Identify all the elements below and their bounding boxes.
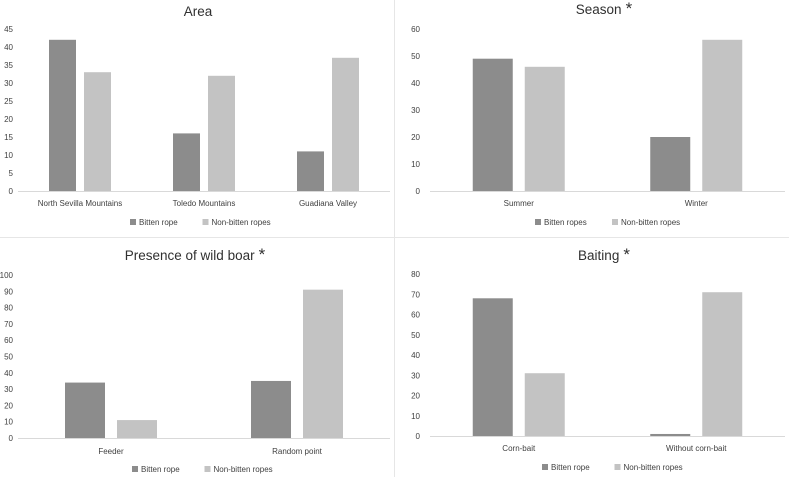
- legend-label-0: Bitten rope: [551, 463, 590, 472]
- y-tick-label: 40: [411, 79, 420, 88]
- legend-swatch-1: [204, 466, 211, 472]
- bar-bitten-without-corn-bait: [650, 433, 691, 436]
- y-tick-label: 10: [4, 151, 13, 160]
- legend-swatch-0: [130, 219, 136, 225]
- chart-title-text: Season: [576, 2, 622, 17]
- bar-non-bitten-feeder: [117, 420, 157, 438]
- category-label: Toledo Mountains: [173, 199, 236, 208]
- y-tick-label: 50: [411, 331, 420, 340]
- bar-bitten-winter: [650, 137, 691, 191]
- bar-non-bitten-toledo-mountains: [208, 75, 235, 191]
- legend-swatch-0: [132, 466, 138, 472]
- significance-star: *: [259, 245, 266, 264]
- chart-title: Baiting *: [578, 245, 630, 264]
- y-tick-label: 5: [9, 169, 14, 178]
- y-tick-label: 80: [411, 270, 420, 279]
- y-tick-label: 0: [416, 432, 421, 441]
- y-tick-label: 10: [411, 160, 420, 169]
- y-tick-label: 50: [411, 52, 420, 61]
- bar-non-bitten-north-sevilla-mountains: [84, 72, 111, 191]
- y-tick-label: 60: [411, 311, 420, 320]
- y-tick-label: 90: [4, 287, 13, 296]
- category-label: Guadiana Valley: [299, 199, 357, 208]
- significance-star: *: [623, 245, 630, 264]
- legend-swatch-1: [612, 219, 618, 225]
- bar-bitten-north-sevilla-mountains: [49, 39, 76, 191]
- legend-swatch-1: [614, 464, 621, 470]
- bar-bitten-random-point: [251, 380, 291, 438]
- y-tick-label: 30: [4, 79, 13, 88]
- category-label: Corn-bait: [502, 444, 536, 453]
- chart-title: Presence of wild boar *: [125, 245, 266, 264]
- y-tick-label: 10: [411, 412, 420, 421]
- y-tick-label: 45: [4, 25, 13, 34]
- legend-swatch-1: [202, 219, 209, 225]
- bar-bitten-toledo-mountains: [173, 133, 200, 191]
- legend-label-1: Non-bitten ropes: [621, 218, 680, 227]
- chart-title: Area: [184, 4, 213, 19]
- legend-label-0: Bitten ropes: [544, 218, 587, 227]
- chart-panel-2: Presence of wild boar * 0 10 20 30 40 50 60 70 80 9…: [0, 245, 390, 474]
- y-tick-label: 15: [4, 133, 13, 142]
- bar-bitten-corn-bait: [472, 298, 513, 436]
- legend-swatch-0: [542, 464, 548, 470]
- category-label: Random point: [272, 447, 323, 456]
- bar-non-bitten-winter: [702, 39, 743, 191]
- category-label: Without corn-bait: [666, 444, 727, 453]
- category-label: Winter: [685, 199, 708, 208]
- bar-bitten-feeder: [65, 382, 105, 438]
- bar-bitten-guadiana-valley: [297, 151, 324, 191]
- y-tick-label: 40: [4, 43, 13, 52]
- bar-non-bitten-random-point: [303, 289, 343, 438]
- legend-label-1: Non-bitten ropes: [214, 465, 273, 474]
- chart-title-text: Area: [184, 4, 213, 19]
- y-tick-label: 30: [411, 371, 420, 380]
- y-tick-label: 60: [4, 336, 13, 345]
- y-tick-label: 0: [9, 187, 14, 196]
- legend-label-1: Non-bitten ropes: [624, 463, 683, 472]
- y-tick-label: 20: [411, 133, 420, 142]
- y-tick-label: 25: [4, 97, 13, 106]
- bar-non-bitten-corn-bait: [524, 373, 565, 436]
- category-label: Summer: [504, 199, 535, 208]
- y-tick-label: 60: [411, 25, 420, 34]
- y-tick-label: 10: [4, 418, 13, 427]
- y-tick-label: 0: [9, 434, 14, 443]
- y-tick-label: 30: [4, 385, 13, 394]
- y-tick-label: 80: [4, 304, 13, 313]
- significance-star: *: [626, 0, 633, 18]
- bar-bitten-summer: [472, 58, 513, 192]
- y-tick-label: 20: [4, 401, 13, 410]
- legend-label-1: Non-bitten ropes: [212, 218, 271, 227]
- bar-non-bitten-summer: [524, 66, 565, 191]
- bar-non-bitten-without-corn-bait: [702, 292, 743, 436]
- legend-label-0: Bitten rope: [139, 218, 178, 227]
- category-label: North Sevilla Mountains: [38, 199, 122, 208]
- y-tick-label: 40: [411, 351, 420, 360]
- y-tick-label: 30: [411, 106, 420, 115]
- chart-title-text: Baiting: [578, 248, 619, 263]
- y-tick-label: 70: [4, 320, 13, 329]
- chart-panel-0: Area 0 5 10 15 20 25 30 35 40 45 North Sevilla Moun…: [4, 4, 390, 227]
- chart-panel-1: Season * 0 10 20 30 40 50 60 Summer Winter Bitten r…: [411, 0, 785, 227]
- y-tick-label: 35: [4, 61, 13, 70]
- category-label: Feeder: [98, 447, 124, 456]
- y-tick-label: 70: [411, 290, 420, 299]
- y-tick-label: 20: [4, 115, 13, 124]
- y-tick-label: 40: [4, 369, 13, 378]
- chart-panel-3: Baiting * 0 10 20 30 40 50 60 70 80 Corn-bait Withou…: [411, 245, 785, 472]
- legend-swatch-0: [535, 219, 541, 225]
- y-tick-label: 0: [416, 187, 421, 196]
- chart-title-text: Presence of wild boar: [125, 248, 255, 263]
- y-tick-label: 20: [411, 392, 420, 401]
- y-tick-label: 100: [0, 271, 14, 280]
- legend-label-0: Bitten rope: [141, 465, 180, 474]
- chart-title: Season *: [576, 0, 633, 18]
- bar-non-bitten-guadiana-valley: [332, 57, 359, 191]
- y-tick-label: 50: [4, 353, 13, 362]
